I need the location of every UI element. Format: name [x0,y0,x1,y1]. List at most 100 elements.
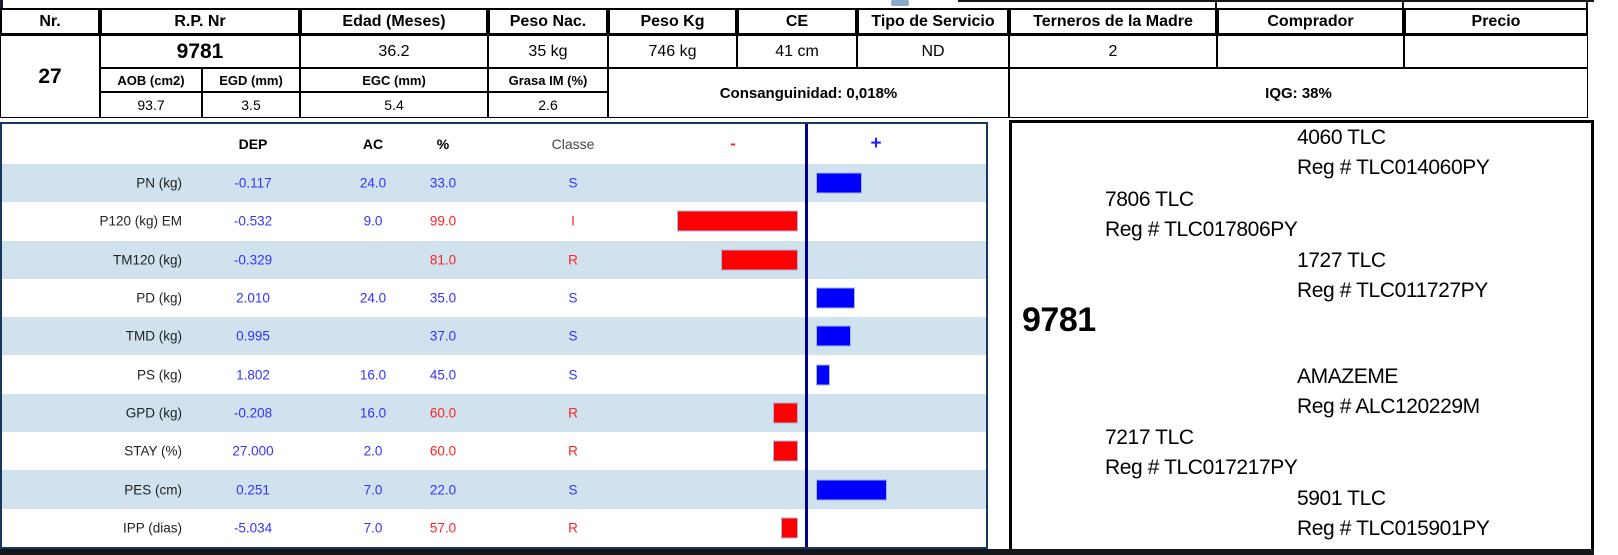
value-peso-kg: 746 kg [608,35,737,68]
value-peso-nac: 35 kg [488,35,608,68]
iqg-cell: IQG: 38% [1009,68,1588,118]
pedigree-sire: 7806 TLC Reg # TLC017806PY [1105,185,1298,245]
dep-value: 0.995 [236,328,270,344]
ac-value: 9.0 [363,213,383,229]
value-terneros: 2 [1009,35,1217,68]
classe-value: S [568,367,578,383]
percent-value: 60.0 [429,443,457,459]
value-ce: 41 cm [737,35,857,68]
dep-value: 27.000 [232,443,274,459]
value-aob: 93.7 [100,92,202,118]
value-edad: 36.2 [300,35,488,68]
value-comprador [1217,35,1404,68]
classe-value: S [568,175,578,191]
value-rp-nr: 9781 [100,35,300,68]
value-egd: 3.5 [202,92,300,118]
dep-table-row: P120 (kg) EM -0.532 9.0 99.0 I [2,202,986,240]
dep-row-label: PES (cm) [124,482,182,498]
animal-reg: Reg # TLC017806PY [1105,218,1298,241]
dep-row-label: STAY (%) [124,443,182,459]
consanguinidad-cell: Consanguinidad: 0,018% [608,68,1009,118]
percent-value: 57.0 [429,520,457,536]
dep-header-pct: % [436,136,450,152]
animal-name: 1727 TLC [1297,249,1386,272]
dep-row-label: PS (kg) [136,367,182,383]
percent-value: 81.0 [429,252,457,268]
classe-value: R [568,520,578,536]
dep-header-plus: + [870,133,882,154]
percent-value: 35.0 [429,290,457,306]
dep-table-row: PS (kg) 1.802 16.0 45.0 S [2,355,986,393]
dep-row-label: PD (kg) [136,290,182,306]
header-rp-nr: R.P. Nr [100,8,300,35]
animal-name: 4060 TLC [1297,126,1386,149]
pedigree-subject: 9781 [1022,301,1096,339]
dep-zero-line [805,124,808,547]
dep-table-row: PES (cm) 0.251 7.0 22.0 S [2,470,986,509]
dep-value: -5.034 [233,520,273,536]
dep-value: -0.329 [233,252,273,268]
dep-bar [677,210,798,232]
animal-name: 7806 TLC [1105,188,1194,211]
animal-reg: Reg # TLC014060PY [1297,156,1490,179]
percent-value: 99.0 [429,213,457,229]
dep-bar [773,402,798,424]
percent-value: 22.0 [429,482,457,498]
dep-value: -0.117 [234,175,272,191]
top-crop-tick [1586,0,1588,8]
ac-value: 24.0 [359,175,387,191]
subheader-egd: EGD (mm) [202,68,300,92]
ac-value: 16.0 [359,367,387,383]
dep-bar [816,364,830,386]
animal-name: 7217 TLC [1105,426,1194,449]
dep-table-row: GPD (kg) -0.208 16.0 60.0 R [2,393,986,433]
dep-value: 0.251 [236,482,270,498]
classe-value: S [568,290,578,306]
dep-value: -0.532 [233,213,273,229]
ac-value: 2.0 [363,443,383,459]
dep-table-row: TMD (kg) 0.995 37.0 S [2,317,986,356]
dep-table-row: PD (kg) 2.010 24.0 35.0 S [2,279,986,317]
dep-header-ac: AC [362,136,384,152]
header-peso-kg: Peso Kg [608,8,737,35]
dep-bar [816,479,887,501]
pedigree-panel: 9781 4060 TLC Reg # TLC014060PY 7806 TLC… [1009,120,1594,554]
dep-table-row: STAY (%) 27.000 2.0 60.0 R [2,432,986,470]
dep-row-label: GPD (kg) [125,405,182,421]
ac-value: 7.0 [363,520,383,536]
bottom-border [0,549,1594,555]
dep-value: 2.010 [236,290,270,306]
animal-reg: Reg # TLC011727PY [1297,279,1488,302]
classe-value: R [568,443,578,459]
pedigree-sire-sire: 4060 TLC Reg # TLC014060PY [1297,123,1490,183]
classe-value: I [571,213,575,229]
header-precio: Precio [1404,8,1588,35]
percent-value: 60.0 [429,405,457,421]
top-crop-tick [1402,0,1404,8]
subheader-grasa: Grasa IM (%) [488,68,608,92]
ac-value: 16.0 [359,405,387,421]
dep-bar [816,325,851,347]
dep-bar [721,249,798,271]
dep-bar [773,440,798,462]
percent-value: 45.0 [429,367,457,383]
animal-name: AMAZEME [1297,365,1399,388]
dep-table-row: PN (kg) -0.117 24.0 33.0 S [2,164,986,203]
ac-value: 7.0 [363,482,383,498]
dep-bar [781,517,798,539]
header-edad: Edad (Meses) [300,8,488,35]
classe-value: S [568,482,578,498]
dep-row-label: P120 (kg) EM [99,213,182,229]
dep-header-minus: - [730,134,736,153]
value-grasa: 2.6 [488,92,608,118]
dep-row-label: TMD (kg) [125,328,182,344]
header-nr: Nr. [0,8,100,35]
header-comprador: Comprador [1217,8,1404,35]
header-ce: CE [737,8,857,35]
dep-row-label: IPP (dias) [122,520,182,536]
animal-reg: Reg # ALC120229M [1297,395,1480,418]
header-terneros: Terneros de la Madre [1009,8,1217,35]
dep-table-row: IPP (dias) -5.034 7.0 57.0 R [2,509,986,547]
animal-reg: Reg # TLC017217PY [1105,456,1298,479]
